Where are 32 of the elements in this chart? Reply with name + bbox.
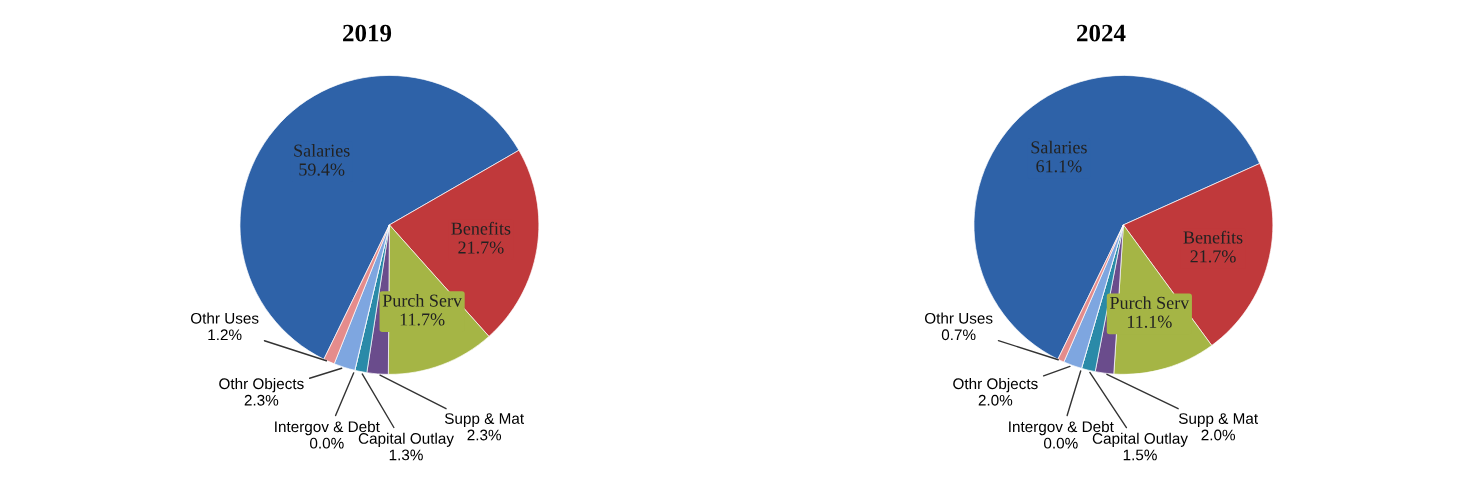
slice-label: Othr Uses bbox=[190, 312, 259, 324]
slice-label: Purch Serv bbox=[382, 293, 462, 307]
slice-label: Capital Outlay bbox=[358, 432, 454, 447]
text: 0.0% bbox=[1043, 437, 1078, 449]
data-label: 1.5% bbox=[1123, 449, 1157, 461]
slice-label: Supp & Mat bbox=[444, 413, 524, 427]
data-label: 21.7% bbox=[458, 241, 504, 254]
data-label: 61.1% bbox=[1036, 160, 1082, 173]
slice-label: Salaries bbox=[294, 144, 350, 157]
slice-label: Purch Serv bbox=[1110, 296, 1190, 309]
chart-title: 2019 bbox=[343, 24, 392, 42]
data-label: 2.3% bbox=[467, 429, 502, 441]
data-label: 2.0% bbox=[978, 394, 1013, 406]
chart-title: 2024 bbox=[1077, 24, 1126, 42]
slice-label: Capital Outlay bbox=[1092, 432, 1188, 447]
data-label: 2.3% bbox=[244, 394, 279, 406]
slice-label: Benefits bbox=[1183, 230, 1243, 244]
slice-label: Salaries bbox=[1031, 140, 1087, 154]
text: 0.0% bbox=[309, 437, 344, 449]
data-label: 0.7% bbox=[941, 329, 976, 341]
data-label: 11.7% bbox=[400, 313, 445, 326]
data-label: 59.4% bbox=[299, 163, 345, 176]
slice-label: Benefits bbox=[451, 221, 511, 235]
slice-label: Othr Objects bbox=[219, 377, 304, 393]
data-label: 21.7% bbox=[1190, 250, 1236, 263]
slice-label: Supp & Mat bbox=[1178, 413, 1258, 427]
slice-label: Othr Uses bbox=[924, 312, 993, 324]
data-label: 1.3% bbox=[389, 449, 423, 461]
data-label: 11.1% bbox=[1127, 315, 1172, 328]
slice-label: Othr Objects bbox=[953, 377, 1038, 393]
data-label: 2.0% bbox=[1201, 429, 1236, 441]
data-label: 1.2% bbox=[208, 329, 242, 341]
